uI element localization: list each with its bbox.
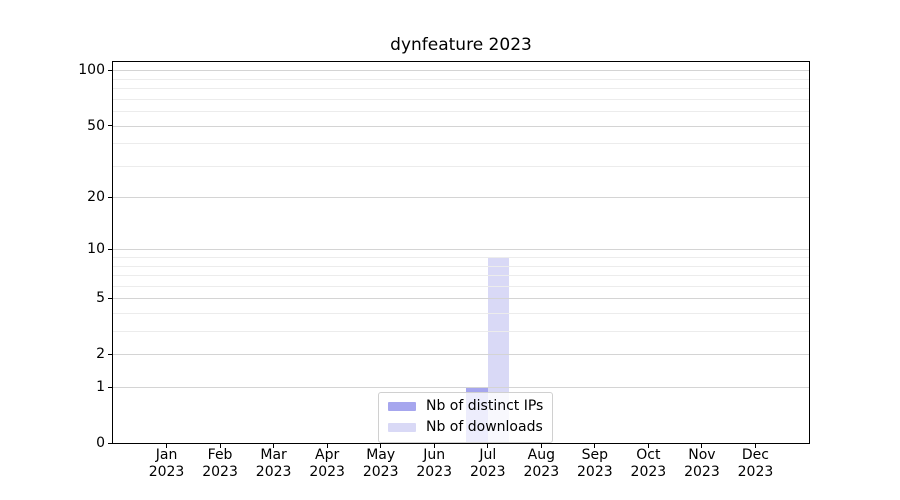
x-tick-label-month: Nov: [688, 447, 716, 463]
y-tick-label: 100: [78, 62, 105, 79]
x-tick-mark: [433, 444, 435, 448]
legend: Nb of distinct IPs Nb of downloads: [378, 392, 554, 443]
y-tick-mark: [108, 125, 113, 127]
y-tick-label: 5: [96, 290, 105, 307]
x-tick-label-year: 2023: [309, 464, 345, 480]
y-gridline-major: [113, 249, 809, 251]
x-tick-mark: [326, 444, 328, 448]
y-gridline-minor: [113, 98, 809, 100]
y-tick-mark: [108, 353, 113, 355]
legend-swatch: [388, 402, 416, 411]
x-tick-label: Dec 2023: [723, 447, 787, 481]
y-tick-mark: [108, 248, 113, 250]
x-tick-mark: [380, 444, 382, 448]
y-tick-mark: [108, 297, 113, 299]
legend-swatch: [388, 423, 416, 432]
x-tick-label: May 2023: [349, 447, 413, 481]
y-tick-label: 1: [96, 379, 105, 396]
x-tick-mark: [487, 444, 489, 448]
x-tick-label: Aug 2023: [509, 447, 573, 481]
y-tick-mark: [108, 196, 113, 198]
x-tick-label-month: Jun: [423, 447, 446, 463]
y-gridline-minor: [113, 165, 809, 167]
x-tick-mark: [647, 444, 649, 448]
x-tick-label-year: 2023: [469, 464, 506, 480]
x-tick-label-month: May: [366, 447, 396, 463]
y-tick-mark: [108, 69, 113, 71]
x-tick-mark: [540, 444, 542, 448]
legend-label: Nb of distinct IPs: [426, 398, 544, 414]
x-tick-label-year: 2023: [630, 464, 667, 480]
x-tick-label: Apr 2023: [295, 447, 359, 481]
x-tick-label-year: 2023: [362, 464, 399, 480]
y-gridline-minor: [113, 78, 809, 80]
x-tick-label-month: Sep: [581, 447, 609, 463]
y-tick-label: 10: [87, 241, 105, 258]
x-tick-label: Jun 2023: [402, 447, 466, 481]
x-tick-label-year: 2023: [148, 464, 185, 480]
x-tick-label-month: Jan: [155, 447, 178, 463]
x-tick-label: Jul 2023: [456, 447, 520, 481]
x-tick-label-year: 2023: [577, 464, 613, 480]
x-tick-mark: [166, 444, 168, 448]
chart-title: dynfeature 2023: [390, 35, 532, 55]
x-tick-label: Mar 2023: [242, 447, 306, 481]
y-tick-mark: [108, 386, 113, 388]
x-tick-mark: [594, 444, 596, 448]
x-tick-label-year: 2023: [684, 464, 720, 480]
y-gridline-major: [113, 387, 809, 389]
y-tick-label: 2: [96, 346, 105, 363]
x-tick-label: Jan 2023: [135, 447, 199, 481]
y-gridline-minor: [113, 143, 809, 145]
x-tick-label-month: Jul: [479, 447, 497, 463]
legend-item: Nb of downloads: [388, 419, 543, 436]
y-tick-label: 20: [87, 189, 105, 206]
x-tick-label-month: Oct: [636, 447, 661, 463]
x-tick-label-month: Dec: [741, 447, 769, 463]
y-gridline-minor: [113, 265, 809, 267]
plot-area: [112, 61, 810, 444]
y-gridline-major: [113, 125, 809, 127]
y-gridline-minor: [113, 257, 809, 259]
y-gridline-minor: [113, 111, 809, 113]
x-tick-label-year: 2023: [737, 464, 774, 480]
x-tick-label-month: Aug: [527, 447, 555, 463]
y-gridline-minor: [113, 88, 809, 90]
x-tick-label: Nov 2023: [670, 447, 734, 481]
legend-item: Nb of distinct IPs: [388, 398, 543, 415]
y-tick-label: 0: [96, 435, 105, 451]
x-tick-label-month: Mar: [260, 447, 287, 463]
x-tick-label-month: Feb: [207, 447, 233, 463]
y-gridline-major: [113, 197, 809, 199]
legend-label: Nb of downloads: [426, 419, 543, 435]
y-gridline-major: [113, 298, 809, 300]
x-tick-label-year: 2023: [202, 464, 238, 480]
x-tick-mark: [754, 444, 756, 448]
x-tick-label: Feb 2023: [188, 447, 252, 481]
y-tick-mark: [108, 442, 113, 444]
x-tick-label-year: 2023: [523, 464, 560, 480]
x-tick-label: Sep 2023: [563, 447, 627, 481]
x-tick-label-month: Apr: [315, 447, 340, 463]
y-gridline-minor: [113, 313, 809, 315]
x-tick-label-year: 2023: [255, 464, 292, 480]
y-gridline-minor: [113, 285, 809, 287]
x-tick-label: Oct 2023: [616, 447, 680, 481]
y-gridline-major: [113, 354, 809, 356]
y-tick-label: 50: [87, 117, 105, 134]
x-tick-mark: [273, 444, 275, 448]
x-tick-label-year: 2023: [416, 464, 453, 480]
x-tick-mark: [701, 444, 703, 448]
y-gridline-minor: [113, 275, 809, 277]
x-tick-mark: [219, 444, 221, 448]
y-gridline-minor: [113, 331, 809, 333]
y-gridline-major: [113, 70, 809, 72]
